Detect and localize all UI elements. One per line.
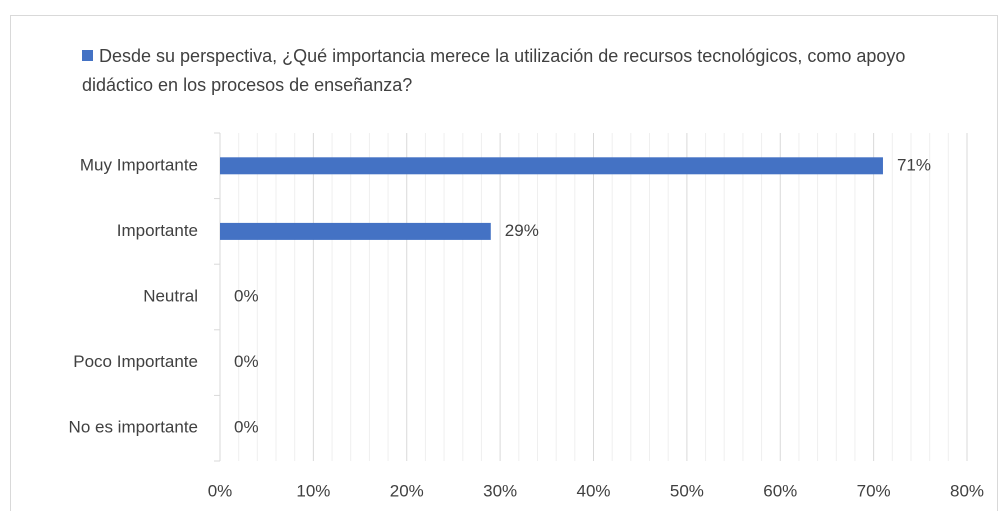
legend-swatch	[82, 50, 93, 61]
x-tick-label: 30%	[483, 481, 517, 500]
data-label: 0%	[234, 352, 259, 371]
chart-border	[10, 15, 998, 511]
x-tick-label: 50%	[670, 481, 704, 500]
y-tick-label: Poco Importante	[73, 352, 198, 371]
x-tick-label: 80%	[950, 481, 984, 500]
x-tick-label: 0%	[208, 481, 233, 500]
x-tick-label: 40%	[576, 481, 610, 500]
bar	[220, 157, 883, 175]
x-tick-label: 60%	[763, 481, 797, 500]
data-label: 0%	[234, 286, 259, 305]
y-tick-label: Importante	[117, 221, 198, 240]
legend: Desde su perspectiva, ¿Qué importancia m…	[82, 42, 962, 100]
data-label: 29%	[505, 221, 539, 240]
y-tick-label: No es importante	[69, 418, 198, 437]
x-tick-label: 70%	[857, 481, 891, 500]
data-label: 0%	[234, 418, 259, 437]
y-tick-label: Muy Importante	[80, 155, 198, 174]
data-label: 71%	[897, 155, 931, 174]
x-tick-label: 10%	[296, 481, 330, 500]
legend-label: Desde su perspectiva, ¿Qué importancia m…	[82, 46, 906, 95]
x-tick-label: 20%	[390, 481, 424, 500]
bar	[220, 222, 491, 240]
y-tick-label: Neutral	[143, 286, 198, 305]
